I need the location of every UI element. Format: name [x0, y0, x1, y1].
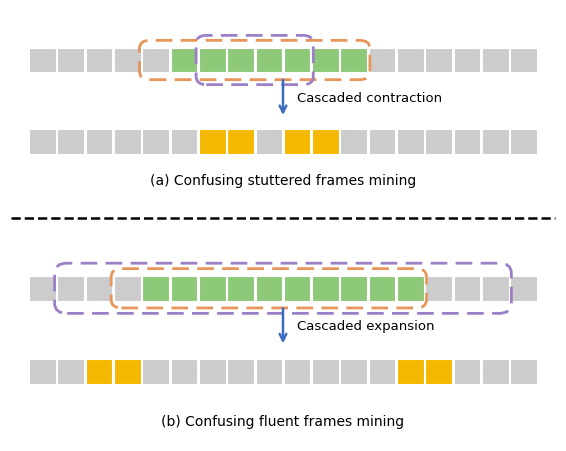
FancyBboxPatch shape — [341, 276, 367, 301]
FancyBboxPatch shape — [482, 48, 509, 73]
FancyBboxPatch shape — [454, 276, 480, 301]
FancyBboxPatch shape — [369, 48, 396, 73]
FancyBboxPatch shape — [143, 129, 169, 154]
FancyBboxPatch shape — [199, 276, 225, 301]
Text: Cascaded expansion: Cascaded expansion — [297, 320, 435, 332]
FancyBboxPatch shape — [397, 276, 423, 301]
FancyBboxPatch shape — [256, 48, 282, 73]
FancyBboxPatch shape — [426, 48, 452, 73]
FancyBboxPatch shape — [369, 276, 396, 301]
FancyBboxPatch shape — [426, 276, 452, 301]
FancyBboxPatch shape — [256, 276, 282, 301]
FancyBboxPatch shape — [228, 276, 254, 301]
FancyBboxPatch shape — [397, 129, 423, 154]
FancyBboxPatch shape — [511, 129, 537, 154]
FancyBboxPatch shape — [114, 276, 141, 301]
FancyBboxPatch shape — [397, 360, 423, 384]
FancyBboxPatch shape — [511, 360, 537, 384]
FancyBboxPatch shape — [86, 129, 112, 154]
FancyBboxPatch shape — [228, 48, 254, 73]
FancyBboxPatch shape — [114, 129, 141, 154]
Text: (b) Confusing fluent frames mining: (b) Confusing fluent frames mining — [161, 414, 405, 428]
FancyBboxPatch shape — [58, 48, 84, 73]
FancyBboxPatch shape — [397, 48, 423, 73]
FancyBboxPatch shape — [312, 129, 338, 154]
FancyBboxPatch shape — [341, 129, 367, 154]
FancyBboxPatch shape — [426, 360, 452, 384]
FancyBboxPatch shape — [86, 276, 112, 301]
FancyBboxPatch shape — [284, 360, 311, 384]
FancyBboxPatch shape — [143, 276, 169, 301]
FancyBboxPatch shape — [58, 276, 84, 301]
FancyBboxPatch shape — [256, 360, 282, 384]
FancyBboxPatch shape — [454, 48, 480, 73]
FancyBboxPatch shape — [171, 360, 197, 384]
FancyBboxPatch shape — [256, 129, 282, 154]
FancyBboxPatch shape — [482, 129, 509, 154]
FancyBboxPatch shape — [341, 48, 367, 73]
FancyBboxPatch shape — [228, 360, 254, 384]
FancyBboxPatch shape — [199, 48, 225, 73]
FancyBboxPatch shape — [171, 129, 197, 154]
Text: (a) Confusing stuttered frames mining: (a) Confusing stuttered frames mining — [150, 174, 416, 188]
Text: Cascaded contraction: Cascaded contraction — [297, 92, 442, 105]
FancyBboxPatch shape — [114, 48, 141, 73]
FancyBboxPatch shape — [454, 129, 480, 154]
FancyBboxPatch shape — [29, 276, 55, 301]
FancyBboxPatch shape — [114, 360, 141, 384]
FancyBboxPatch shape — [511, 276, 537, 301]
FancyBboxPatch shape — [29, 129, 55, 154]
FancyBboxPatch shape — [426, 129, 452, 154]
FancyBboxPatch shape — [171, 276, 197, 301]
FancyBboxPatch shape — [482, 360, 509, 384]
FancyBboxPatch shape — [312, 276, 338, 301]
FancyBboxPatch shape — [171, 48, 197, 73]
FancyBboxPatch shape — [86, 48, 112, 73]
FancyBboxPatch shape — [29, 360, 55, 384]
FancyBboxPatch shape — [86, 360, 112, 384]
FancyBboxPatch shape — [199, 360, 225, 384]
FancyBboxPatch shape — [454, 360, 480, 384]
FancyBboxPatch shape — [143, 360, 169, 384]
FancyBboxPatch shape — [29, 48, 55, 73]
FancyBboxPatch shape — [312, 48, 338, 73]
FancyBboxPatch shape — [284, 129, 311, 154]
FancyBboxPatch shape — [341, 360, 367, 384]
FancyBboxPatch shape — [284, 48, 311, 73]
FancyBboxPatch shape — [312, 360, 338, 384]
FancyBboxPatch shape — [199, 129, 225, 154]
FancyBboxPatch shape — [369, 360, 396, 384]
FancyBboxPatch shape — [228, 129, 254, 154]
FancyBboxPatch shape — [58, 360, 84, 384]
FancyBboxPatch shape — [58, 129, 84, 154]
FancyBboxPatch shape — [369, 129, 396, 154]
FancyBboxPatch shape — [511, 48, 537, 73]
FancyBboxPatch shape — [482, 276, 509, 301]
FancyBboxPatch shape — [143, 48, 169, 73]
FancyBboxPatch shape — [284, 276, 311, 301]
